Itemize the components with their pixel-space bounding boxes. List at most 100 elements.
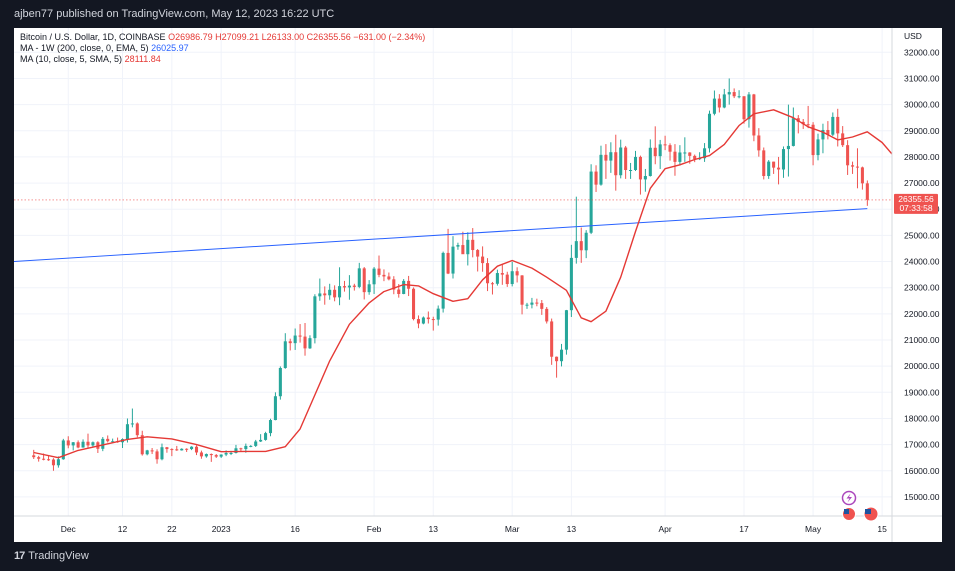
candle (106, 435, 110, 443)
candle (624, 145, 628, 179)
candle-body (653, 147, 657, 157)
chart-frame[interactable]: USD 32000.00 31000.00 30000.00 29000.00 2800… (14, 28, 942, 542)
candle-body (441, 252, 445, 309)
price-tick-label: 17000.00 (904, 440, 940, 450)
candle-body (865, 183, 869, 200)
candle (130, 408, 134, 428)
candle-body (806, 124, 810, 126)
candle-body (81, 441, 85, 448)
candle-body (717, 98, 721, 108)
candle (328, 283, 332, 300)
candle-body (584, 232, 588, 251)
candle-body (209, 454, 213, 456)
candle (76, 440, 80, 449)
candle-body (703, 148, 707, 159)
candle-body (688, 152, 692, 156)
candle-body (648, 147, 652, 177)
candle-body (46, 459, 51, 461)
candle-body (180, 448, 184, 451)
candle-body (160, 447, 164, 460)
candle (140, 430, 144, 456)
legend-ma10-row[interactable]: MA (10, close, 5, SMA, 5) 28111.84 (20, 54, 161, 64)
tradingview-brand[interactable]: 17 TradingView (14, 542, 89, 571)
candle (441, 251, 445, 313)
candle (476, 248, 480, 272)
candle-body (658, 144, 662, 157)
candle-body (293, 335, 297, 344)
time-axis[interactable]: Dec 12 22 2023 16 Feb 13 Mar 13 Apr 17 May 15 (61, 524, 887, 534)
candle-body (125, 424, 129, 440)
candle-body (831, 116, 835, 135)
candle-body (855, 166, 860, 168)
candle-body (101, 438, 105, 449)
candle (347, 275, 351, 300)
candle-body (811, 124, 815, 156)
candle (693, 154, 697, 163)
candle (747, 92, 751, 128)
candle (712, 90, 716, 116)
candle-body (693, 155, 697, 160)
candle-body (135, 423, 139, 436)
price-tick-label: 20000.00 (904, 361, 940, 371)
candle-body (199, 452, 203, 457)
price-tick-label: 25000.00 (904, 230, 940, 240)
candle (318, 278, 322, 301)
candle-body (609, 152, 613, 161)
candle-body (412, 288, 416, 320)
candle-body (140, 435, 144, 455)
candle (214, 454, 218, 458)
candle (609, 142, 613, 173)
candle-body (259, 439, 263, 442)
candle (66, 436, 70, 449)
candle-body (229, 452, 233, 454)
candle-body (604, 154, 608, 161)
candle-body (791, 118, 795, 146)
candle-body (342, 286, 347, 288)
candle (37, 455, 41, 462)
candle-body (471, 239, 475, 251)
legend-ma10-label: MA (10, close, 5, SMA, 5) (20, 54, 123, 64)
price-tick-label: 24000.00 (904, 257, 940, 267)
candle-body (638, 156, 642, 180)
time-tick-label: 12 (118, 524, 128, 534)
legend-ma200-row[interactable]: MA - 1W (200, close, 0, EMA, 5) 26025.97 (20, 43, 189, 53)
candle-body (781, 149, 786, 170)
candle (51, 458, 55, 471)
candle (170, 448, 174, 457)
candle-body (392, 279, 396, 290)
candle (545, 307, 549, 324)
candle (629, 162, 633, 179)
event-flags[interactable] (841, 490, 879, 522)
candle-body (530, 302, 534, 305)
candle-body (303, 336, 307, 349)
candle (821, 123, 825, 154)
candle (342, 280, 347, 292)
candle-body (190, 446, 194, 450)
price-chart[interactable]: USD 32000.00 31000.00 30000.00 29000.00 2800… (14, 28, 942, 542)
candle-body (150, 450, 154, 452)
candle-body (461, 245, 465, 255)
candle-body (555, 356, 559, 362)
candle-body (500, 273, 504, 275)
candle-body (545, 308, 549, 322)
candle-body (525, 304, 529, 306)
candle-body (633, 156, 638, 170)
candle (638, 155, 642, 195)
candle (436, 305, 440, 326)
legend-symbol-row[interactable]: Bitcoin / U.S. Dollar, 1D, COINBASE O269… (20, 32, 425, 42)
candle (451, 236, 455, 279)
price-axis[interactable]: 32000.00 31000.00 30000.00 29000.00 28000.00… (904, 47, 940, 502)
candle-body (130, 423, 134, 425)
candle (510, 261, 514, 287)
candle (298, 324, 302, 343)
candle-body (313, 296, 317, 339)
candle (416, 315, 421, 329)
candle-body (347, 285, 351, 288)
candle (86, 433, 90, 449)
candle (851, 161, 855, 174)
candle (426, 311, 430, 324)
candle (772, 161, 776, 174)
time-tick-label: May (805, 524, 822, 534)
candle-body (111, 441, 115, 443)
candle (762, 147, 766, 180)
